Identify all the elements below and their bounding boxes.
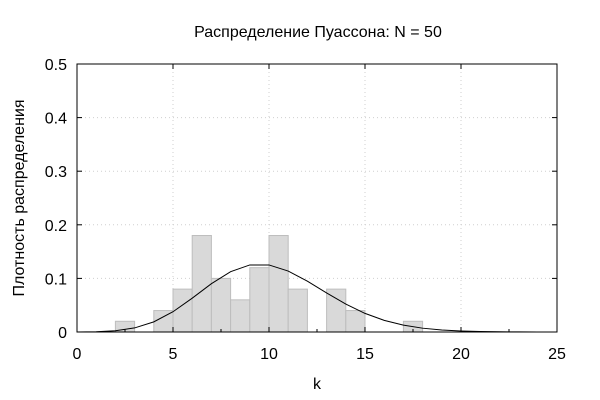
y-tick-label: 0.1 (45, 271, 67, 288)
y-tick-label: 0 (58, 325, 67, 342)
histogram-bar (326, 288, 347, 333)
histogram-bar (249, 267, 270, 333)
x-tick-label: 15 (356, 346, 374, 363)
y-axis-ticks: 0 0.1 0.2 0.3 0.4 0.5 (45, 57, 557, 342)
y-tick-label: 0.2 (45, 218, 67, 235)
x-tick-label: 20 (452, 346, 470, 363)
x-tick-label: 0 (73, 346, 82, 363)
histogram-bar (191, 235, 212, 333)
histogram-bar (287, 288, 308, 333)
x-axis-label: k (313, 376, 322, 393)
y-axis-label: Плотность распределения (11, 99, 28, 296)
histogram-bars (114, 235, 424, 333)
x-tick-label: 5 (169, 346, 178, 363)
histogram-bar (210, 277, 232, 333)
y-tick-label: 0.3 (45, 164, 67, 181)
histogram-bar (230, 299, 251, 333)
histogram-bar (345, 310, 366, 333)
histogram-bar (268, 235, 289, 333)
chart-title: Распределение Пуассона: N = 50 (194, 24, 442, 41)
y-tick-label: 0.5 (45, 57, 67, 74)
poisson-pmf-line (76, 264, 558, 333)
y-tick-label: 0.4 (45, 111, 67, 128)
x-axis-ticks: 0 5 10 15 20 25 (73, 64, 566, 363)
x-tick-label: 10 (260, 346, 278, 363)
plot-frame (76, 63, 558, 333)
histogram-bar (172, 288, 193, 333)
x-tick-label: 25 (548, 346, 566, 363)
grid (77, 64, 557, 332)
